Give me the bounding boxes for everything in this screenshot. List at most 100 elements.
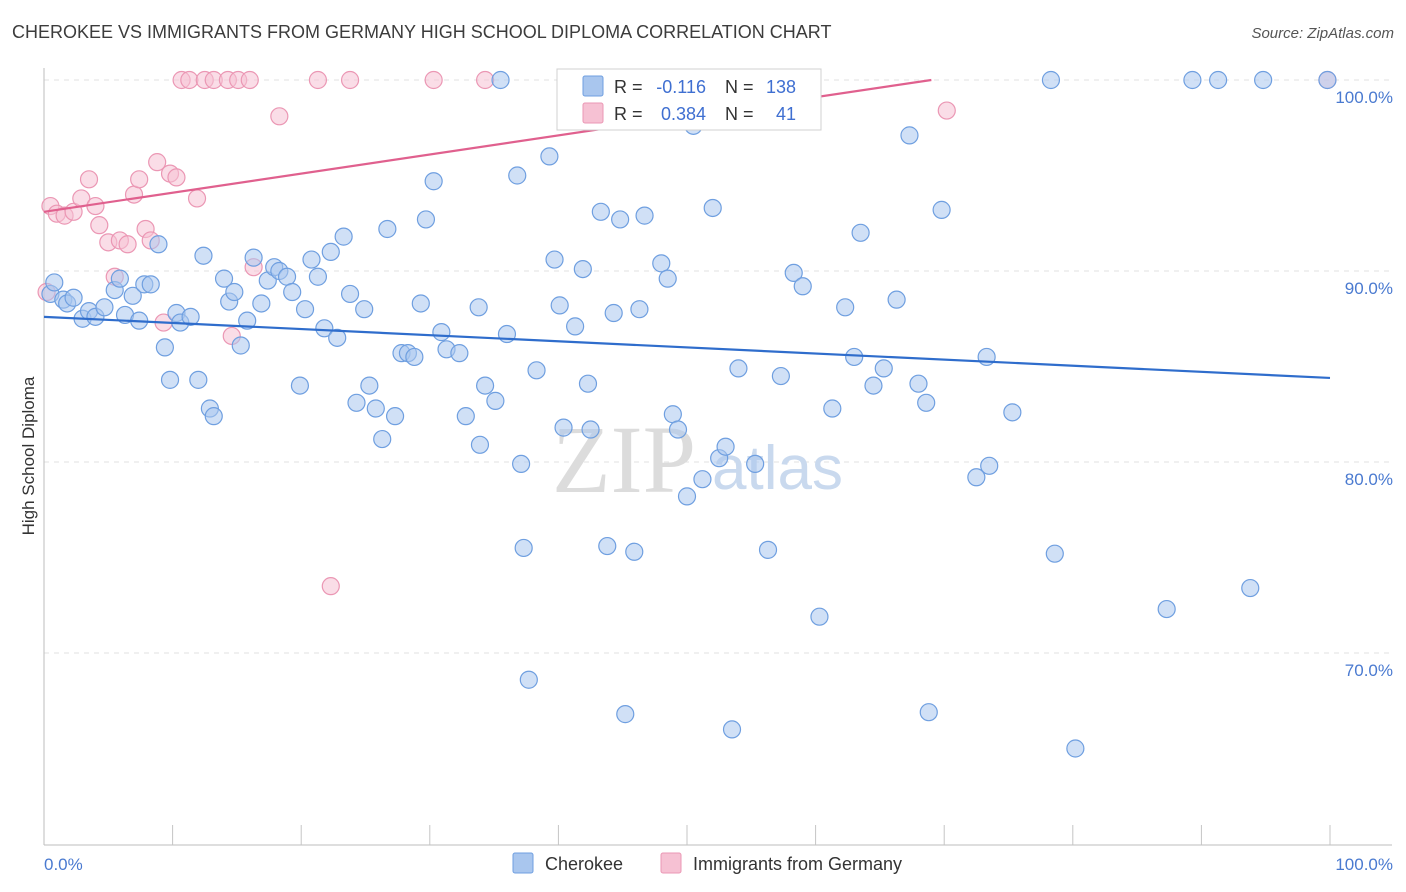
cherokee-point-110 xyxy=(810,607,829,626)
cherokee-point-125 xyxy=(980,456,999,475)
cherokee-point-71 xyxy=(512,454,531,474)
stats-r-value-cherokee: -0.116 xyxy=(656,77,706,97)
stats-n-value-germany: 41 xyxy=(776,104,796,124)
cherokee-point-85 xyxy=(604,303,623,323)
x-tick-label-max: 100.0% xyxy=(1335,855,1393,874)
cherokee-point-15 xyxy=(141,275,160,294)
cherokee-point-21 xyxy=(181,307,200,326)
cherokee-point-117 xyxy=(887,290,906,309)
cherokee-point-128 xyxy=(1045,544,1064,563)
cherokee-point-132 xyxy=(1209,70,1228,90)
cherokee-point-72 xyxy=(514,538,533,558)
cherokee-point-77 xyxy=(550,296,569,315)
cherokee-point-111 xyxy=(823,399,842,418)
cherokee-point-126 xyxy=(1003,403,1022,422)
cherokee-point-51 xyxy=(373,429,392,449)
cherokee-point-94 xyxy=(663,405,682,424)
cherokee-point-78 xyxy=(554,418,573,437)
germany-point-6 xyxy=(79,170,99,189)
cherokee-point-58 xyxy=(416,210,436,229)
cherokee-point-112 xyxy=(836,298,855,317)
cherokee-point-32 xyxy=(252,294,271,313)
cherokee-point-30 xyxy=(238,311,257,330)
legend-swatch-germany xyxy=(660,852,682,874)
cherokee-point-134 xyxy=(1254,70,1273,90)
cherokee-point-68 xyxy=(491,70,510,90)
legend-label-germany: Immigrants from Germany xyxy=(693,854,902,874)
cherokee-point-25 xyxy=(204,407,223,426)
cherokee-point-40 xyxy=(302,250,321,269)
cherokee-point-93 xyxy=(658,269,677,288)
cherokee-point-114 xyxy=(851,223,870,242)
cherokee-point-73 xyxy=(519,670,538,689)
cherokee-point-59 xyxy=(424,172,443,191)
cherokee-point-67 xyxy=(486,391,505,410)
cherokee-point-76 xyxy=(545,250,564,269)
germany-point-8 xyxy=(90,216,109,235)
cherokee-point-43 xyxy=(321,242,340,261)
cherokee-point-44 xyxy=(328,328,347,347)
series-points-germany xyxy=(37,70,1337,596)
cherokee-point-107 xyxy=(771,366,790,386)
cherokee-point-133 xyxy=(1241,578,1260,598)
gridlines xyxy=(44,79,1392,654)
cherokee-point-62 xyxy=(450,344,469,363)
cherokee-point-99 xyxy=(693,470,712,489)
cherokee-point-23 xyxy=(194,246,213,265)
cherokee-point-96 xyxy=(677,487,697,506)
cherokee-point-131 xyxy=(1183,70,1202,90)
stats-n-label-germany: N = xyxy=(725,104,754,124)
germany-point-20 xyxy=(167,168,186,187)
cherokee-point-105 xyxy=(746,454,765,474)
cherokee-point-90 xyxy=(635,206,654,225)
cherokee-point-86 xyxy=(611,210,630,229)
cherokee-point-52 xyxy=(378,219,397,239)
cherokee-point-121 xyxy=(919,703,938,722)
cherokee-point-8 xyxy=(95,298,114,317)
cherokee-point-45 xyxy=(334,227,353,246)
cherokee-point-113 xyxy=(845,347,864,367)
germany-point-29 xyxy=(240,70,259,90)
stats-r-label-cherokee: R = xyxy=(614,77,643,97)
cherokee-point-53 xyxy=(385,407,405,426)
germany-point-35 xyxy=(424,70,443,90)
stats-r-value-germany: 0.384 xyxy=(661,104,706,124)
cherokee-point-48 xyxy=(355,300,374,319)
cherokee-point-89 xyxy=(630,300,649,319)
cherokee-point-102 xyxy=(716,437,735,456)
cherokee-point-82 xyxy=(581,420,600,439)
y-tick-label-100: 100.0% xyxy=(1335,88,1393,107)
cherokee-point-29 xyxy=(231,336,250,355)
germany-point-31 xyxy=(270,107,289,126)
cherokee-point-116 xyxy=(874,359,893,378)
cherokee-point-12 xyxy=(123,286,142,305)
cherokee-point-39 xyxy=(295,300,315,319)
cherokee-point-50 xyxy=(366,399,385,418)
cherokee-point-127 xyxy=(1041,70,1061,90)
cherokee-point-66 xyxy=(475,376,495,395)
cherokee-point-84 xyxy=(598,536,617,556)
cherokee-point-129 xyxy=(1066,739,1085,758)
cherokee-point-37 xyxy=(283,282,302,302)
cherokee-point-70 xyxy=(508,166,527,185)
cherokee-point-100 xyxy=(703,198,722,218)
cherokee-point-118 xyxy=(900,126,919,145)
cherokee-point-79 xyxy=(566,317,585,336)
cherokee-point-64 xyxy=(469,298,488,317)
cherokee-point-120 xyxy=(917,393,936,412)
cherokee-point-57 xyxy=(411,294,430,313)
cherokee-point-65 xyxy=(470,435,490,454)
legend: Cherokee Immigrants from Germany xyxy=(512,852,902,874)
cherokee-point-108 xyxy=(784,263,803,283)
cherokee-point-80 xyxy=(573,259,592,279)
cherokee-point-31 xyxy=(244,248,263,267)
stats-swatch-germany xyxy=(582,102,604,124)
cherokee-point-41 xyxy=(308,267,328,286)
germany-point-12 xyxy=(118,235,137,254)
cherokee-point-63 xyxy=(456,407,475,426)
stats-n-value-cherokee: 138 xyxy=(766,77,796,97)
cherokee-point-106 xyxy=(758,540,778,559)
cherokee-point-119 xyxy=(909,374,928,393)
cherokee-point-92 xyxy=(652,254,671,273)
